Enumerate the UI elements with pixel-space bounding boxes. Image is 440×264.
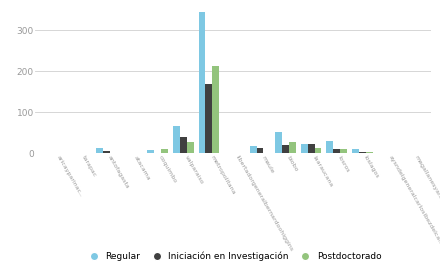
Bar <box>173 126 180 153</box>
Bar <box>213 66 219 153</box>
Bar <box>359 152 366 153</box>
Bar <box>315 148 322 153</box>
Bar <box>205 84 213 153</box>
Bar <box>301 144 308 153</box>
Bar <box>333 149 340 153</box>
Bar <box>289 142 296 153</box>
Bar <box>198 12 205 153</box>
Bar <box>161 149 168 153</box>
Bar <box>352 149 359 153</box>
Bar <box>249 146 257 153</box>
Bar <box>103 152 110 153</box>
Bar <box>340 149 347 153</box>
Bar <box>96 148 103 153</box>
Bar <box>275 132 282 153</box>
Bar <box>366 152 373 153</box>
Bar <box>308 144 315 153</box>
Bar <box>187 142 194 153</box>
Bar <box>326 141 333 153</box>
Bar <box>282 145 289 153</box>
Bar <box>257 148 264 153</box>
Legend: Regular, Iniciación en Investigación, Postdoctorado: Regular, Iniciación en Investigación, Po… <box>81 248 385 264</box>
Bar <box>147 150 154 153</box>
Bar <box>180 137 187 153</box>
